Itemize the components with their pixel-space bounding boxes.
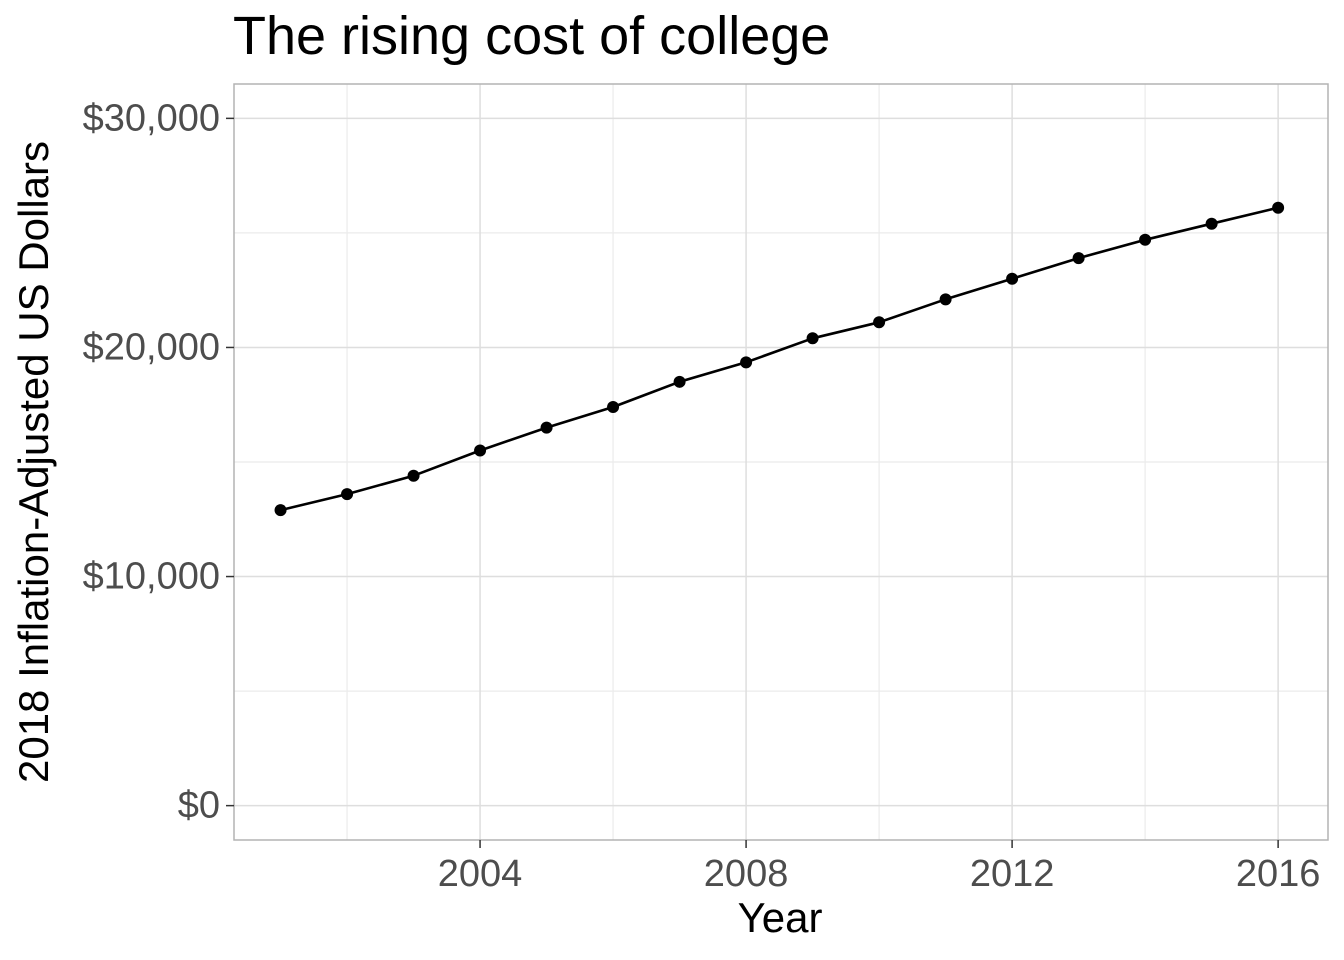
minor-gridlines <box>234 84 1328 840</box>
x-tick-label: 2004 <box>438 853 523 895</box>
chart-title: The rising cost of college <box>233 6 831 66</box>
data-point <box>540 421 553 434</box>
data-point <box>806 332 819 345</box>
x-tick-label: 2008 <box>704 853 789 895</box>
data-point <box>474 444 487 457</box>
y-tick-label: $10,000 <box>83 556 220 598</box>
data-point <box>1072 252 1085 265</box>
x-tick-label: 2012 <box>970 853 1055 895</box>
x-axis-label: Year <box>737 894 823 941</box>
x-axis-ticks: 2004 2008 2012 2016 <box>438 840 1321 895</box>
data-point <box>341 488 354 501</box>
plot-panel-border <box>233 83 1329 841</box>
x-tick-label: 2016 <box>1236 853 1321 895</box>
y-tick-label: $20,000 <box>83 326 220 368</box>
data-point <box>873 316 886 329</box>
data-point <box>407 469 420 482</box>
data-point <box>939 293 952 306</box>
data-point <box>1205 217 1218 230</box>
series-line <box>280 206 1279 512</box>
data-point <box>1272 201 1285 214</box>
data-point <box>1139 233 1152 246</box>
data-point <box>274 504 287 517</box>
data-point <box>607 401 620 414</box>
data-point <box>1006 272 1019 285</box>
data-point <box>673 375 686 388</box>
y-tick-label: $30,000 <box>83 97 220 139</box>
y-axis-ticks: $0 $10,000 $20,000 $30,000 <box>83 97 234 827</box>
y-tick-label: $0 <box>178 785 220 827</box>
data-point <box>740 356 753 369</box>
series-layer <box>274 201 1285 517</box>
